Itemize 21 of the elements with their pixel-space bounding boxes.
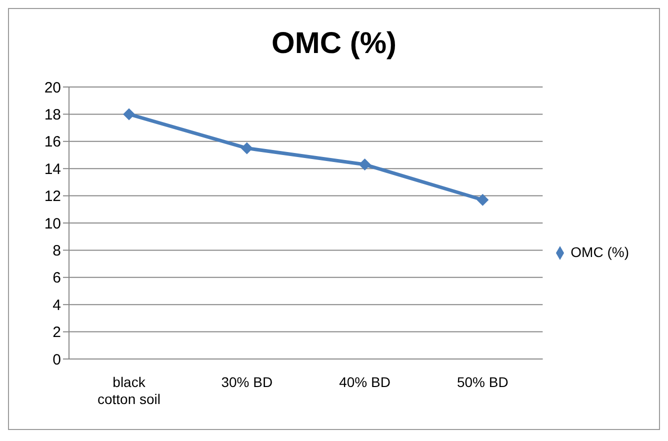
legend-label: OMC (%) [570, 244, 629, 260]
point [476, 194, 489, 206]
y-tick-label: 2 [52, 324, 61, 342]
y-tick-label: 18 [44, 106, 61, 124]
y-tick-label: 10 [44, 215, 61, 232]
x-tick-label: 50% BD [456, 374, 508, 390]
y-tick-label: 14 [44, 160, 61, 178]
y-tick-label: 16 [44, 134, 61, 151]
point [358, 158, 371, 171]
y-tick-label: 0 [52, 351, 61, 368]
y-tick-label: 8 [52, 242, 61, 260]
x-tick-label: black cotton soil [97, 374, 161, 407]
y-tick-label: 20 [44, 79, 61, 96]
x-tick-label: 40% BD [339, 374, 390, 390]
y-tick-label: 12 [44, 188, 61, 206]
point [240, 142, 253, 154]
y-tick-label: 6 [52, 270, 61, 287]
point [123, 108, 135, 120]
chart-title: OMC (%) [270, 26, 398, 62]
y-tick-label: 4 [52, 296, 61, 314]
x-tick-label: 30% BD [221, 374, 273, 390]
